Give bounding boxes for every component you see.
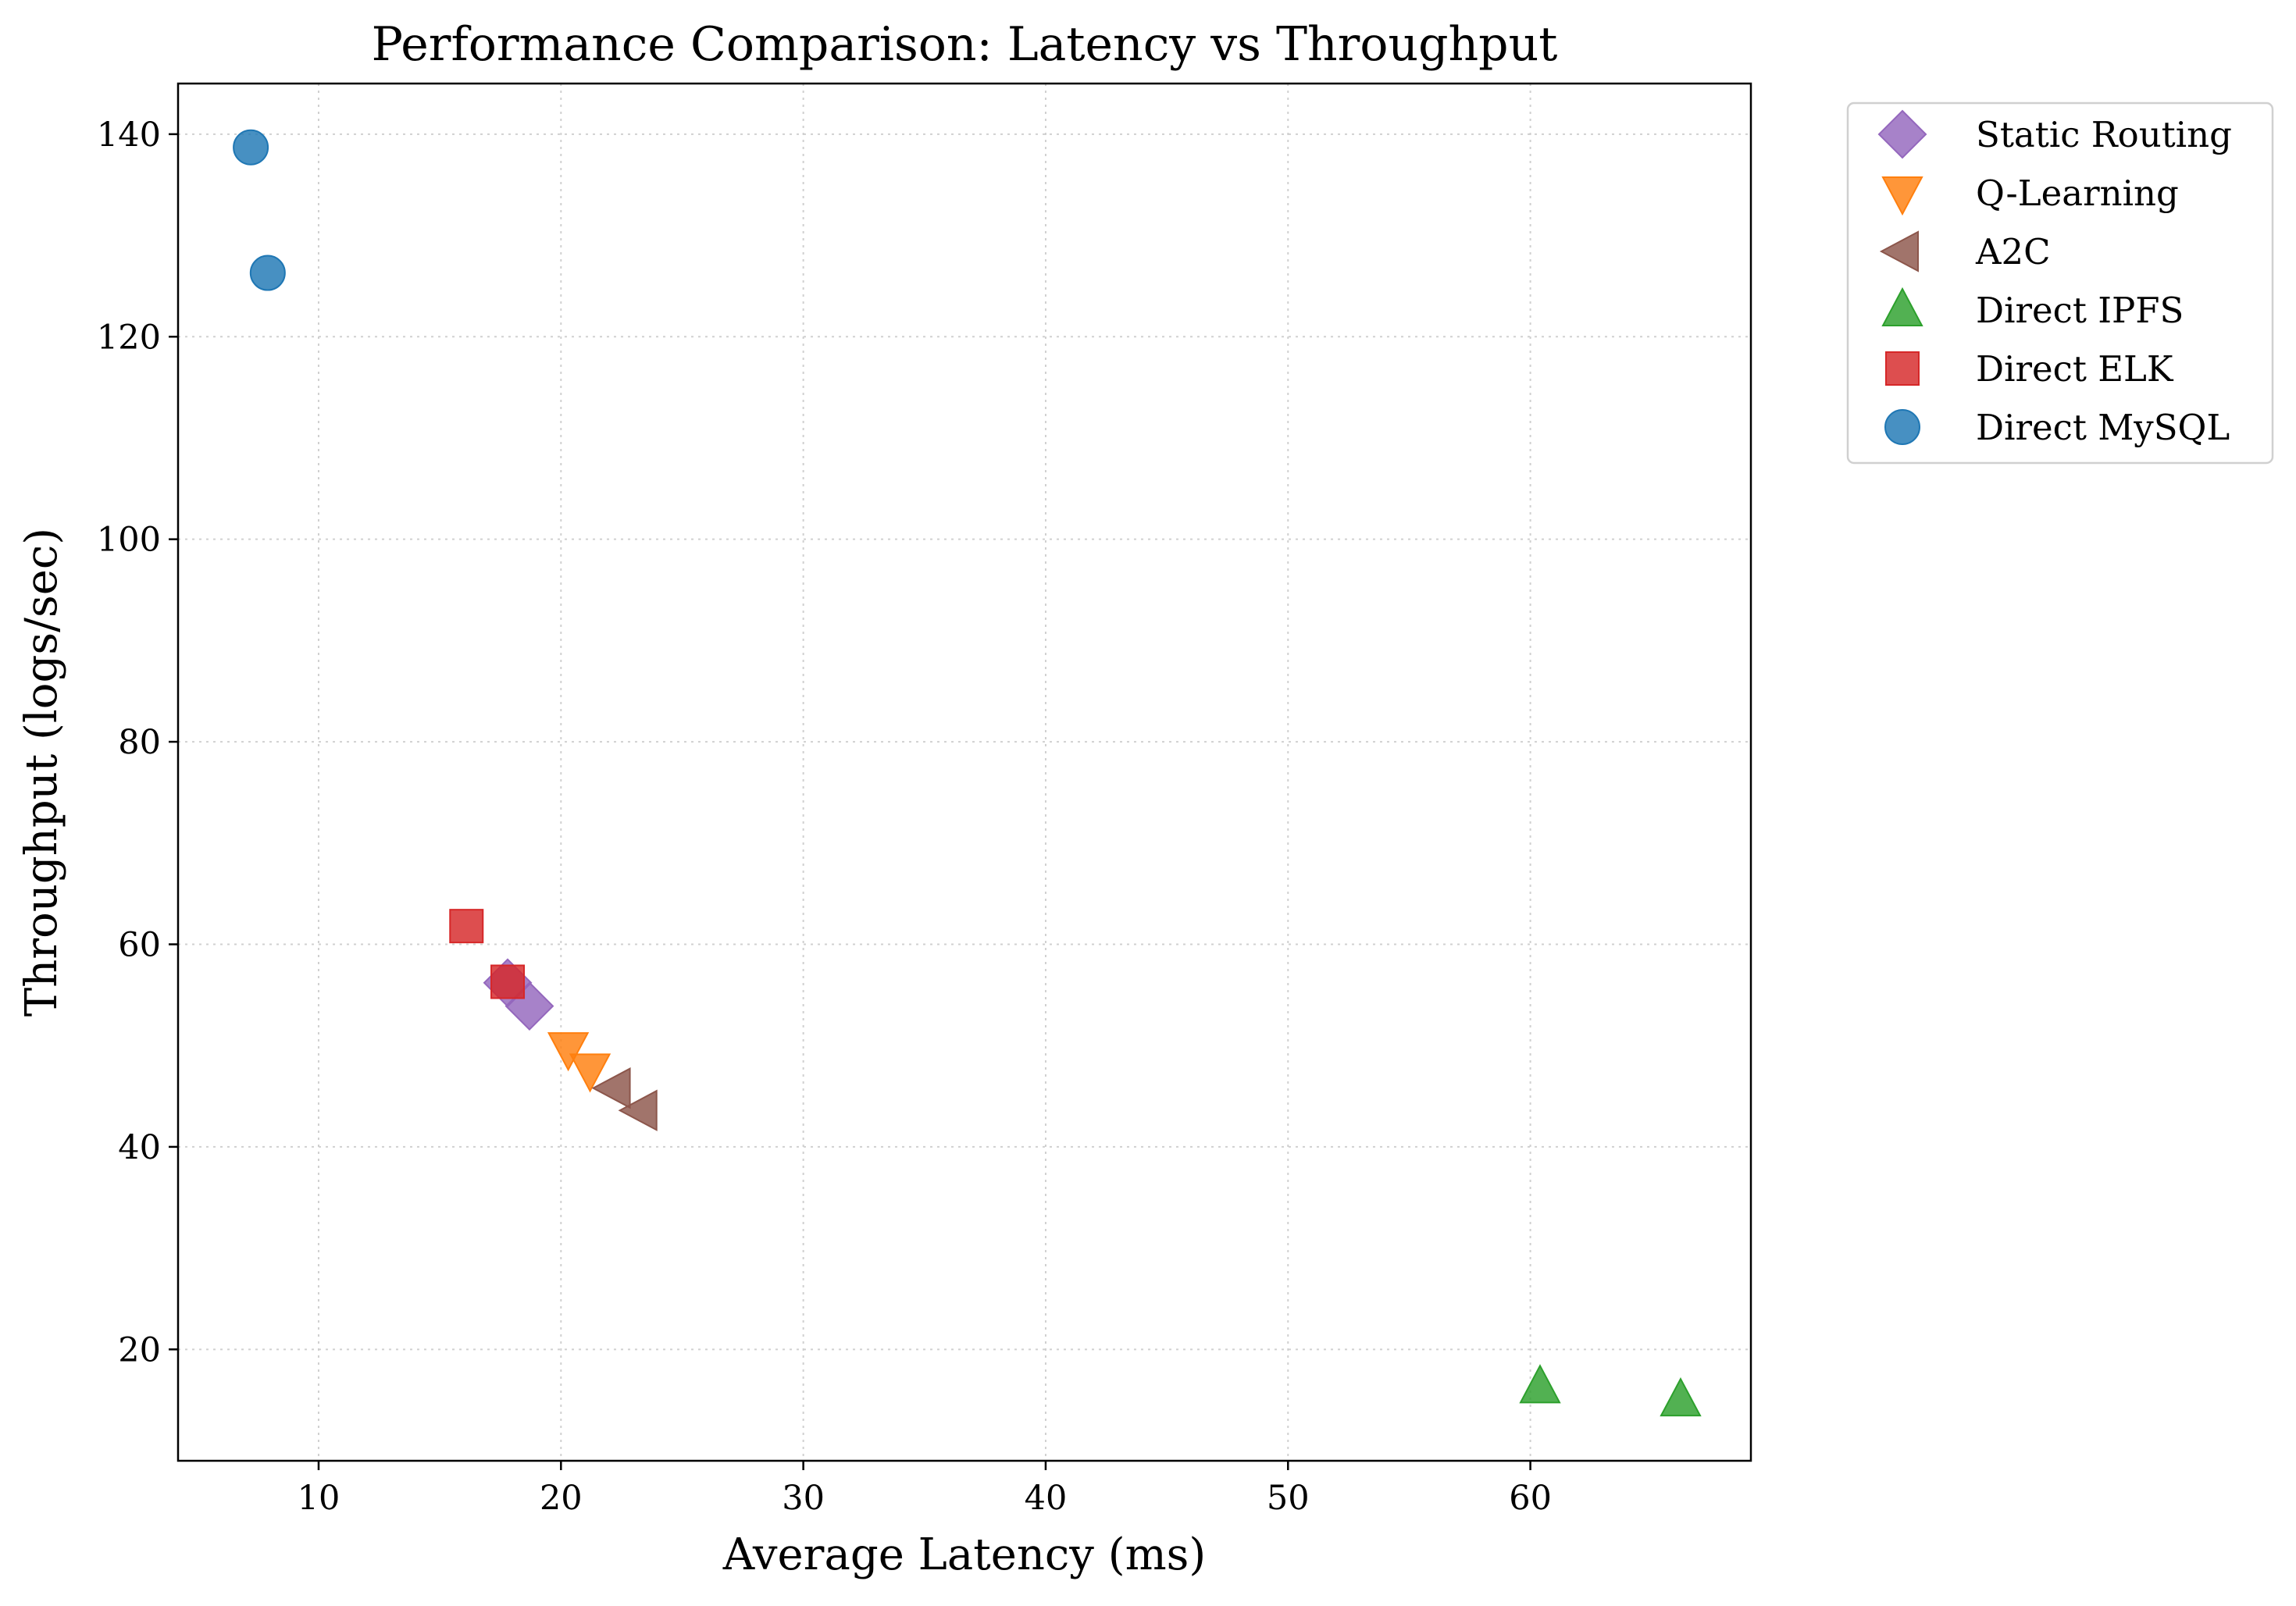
legend-label: Direct MySQL	[1976, 407, 2230, 448]
data-point	[249, 255, 286, 291]
y-tick-label: 20	[118, 1330, 161, 1369]
data-point	[591, 1067, 631, 1109]
legend-marker	[1879, 230, 1919, 272]
legend-box	[1846, 101, 2274, 465]
legend-marker	[1881, 176, 1923, 216]
x-tick-label: 20	[540, 1479, 583, 1518]
legend-label: Static Routing	[1976, 114, 2232, 155]
y-tick-label: 80	[118, 723, 161, 762]
series-direct-mysql	[233, 129, 286, 291]
x-axis-label: Average Latency (ms)	[722, 1529, 1207, 1580]
data-point	[547, 1032, 590, 1072]
y-tick-label: 40	[118, 1128, 161, 1167]
legend-item: A2C	[1879, 230, 2051, 272]
x-tick-label: 10	[298, 1479, 340, 1518]
data-point	[569, 1053, 611, 1093]
legend-item: Static Routing	[1877, 109, 2232, 159]
data-point	[233, 129, 269, 166]
y-tick-label: 60	[118, 926, 161, 965]
y-tick-label: 100	[97, 521, 161, 560]
chart-title: Performance Comparison: Latency vs Throu…	[372, 17, 1558, 72]
legend-marker	[1884, 409, 1920, 445]
x-tick-label: 50	[1267, 1479, 1310, 1518]
x-tick-label: 30	[782, 1479, 825, 1518]
legend-item: Direct MySQL	[1884, 407, 2230, 448]
legend-label: Direct ELK	[1976, 348, 2174, 390]
grid-layer	[178, 84, 1751, 1461]
legend-item: Q-Learning	[1881, 173, 2179, 216]
legend-marker	[1885, 351, 1920, 386]
points-layer	[233, 129, 1702, 1417]
y-axis-label: Throughput (logs/sec)	[16, 528, 67, 1017]
x-tick-label: 60	[1509, 1479, 1552, 1518]
data-point	[618, 1089, 658, 1131]
series-direct-elk	[449, 909, 526, 999]
data-point	[490, 964, 526, 999]
legend-item: Direct IPFS	[1881, 287, 2184, 331]
data-point	[1660, 1377, 1702, 1417]
legend: Static Routing Q-Learning A2C Direct IPFS Di…	[1846, 101, 2274, 465]
plot-frame	[176, 82, 1752, 1462]
series-direct-ipfs	[1519, 1364, 1702, 1417]
x-tick-label: 40	[1025, 1479, 1068, 1518]
series-a2c	[591, 1067, 658, 1131]
data-point	[1519, 1364, 1561, 1404]
legend-label: Direct IPFS	[1976, 290, 2184, 331]
data-point	[449, 909, 484, 944]
ticks-layer: 10 20 30 40 50 60 20 40 60 80 100 120 140	[97, 116, 1552, 1518]
legend-marker	[1881, 287, 1923, 326]
legend-label: Q-Learning	[1976, 173, 2179, 214]
legend-label: A2C	[1975, 231, 2051, 272]
series-q-learning	[547, 1032, 611, 1093]
legend-item: Direct ELK	[1885, 348, 2174, 390]
y-tick-label: 120	[97, 318, 161, 357]
legend-marker	[1877, 109, 1927, 159]
y-tick-label: 140	[97, 116, 161, 155]
